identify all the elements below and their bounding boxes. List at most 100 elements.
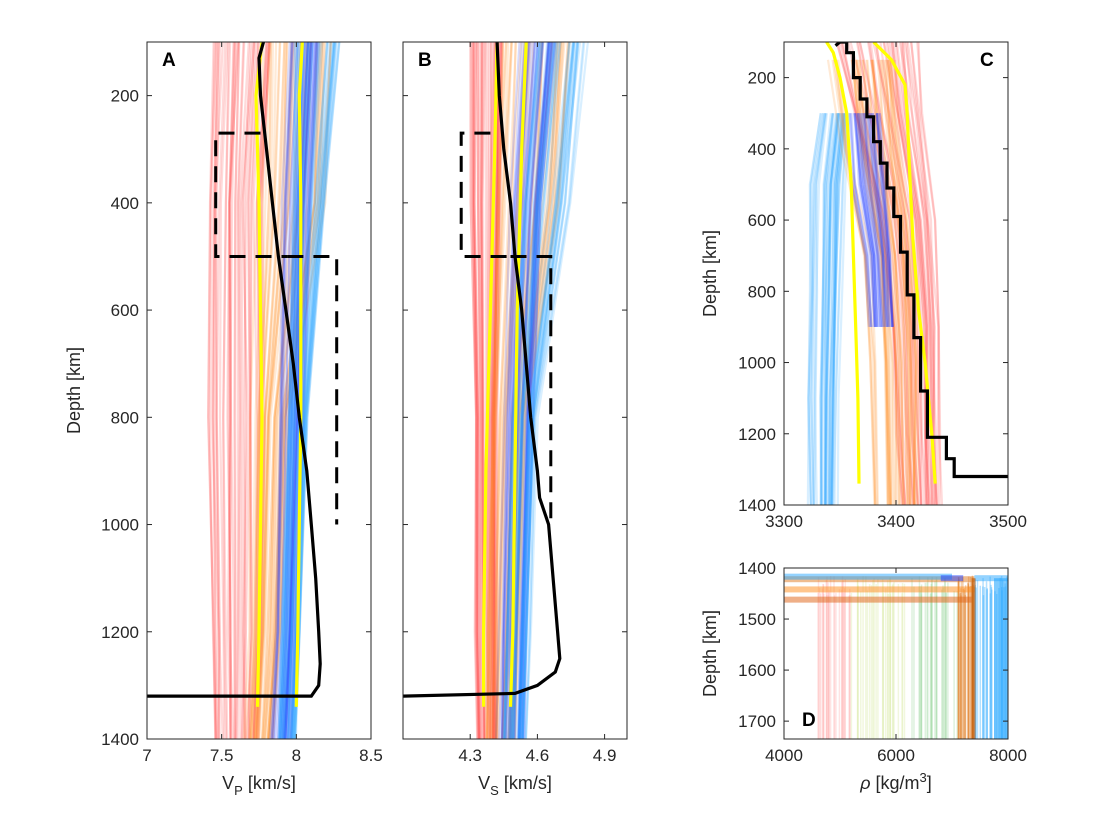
ensemble-line <box>847 42 910 505</box>
ensemble-line <box>473 42 481 739</box>
ensemble-line <box>270 42 294 739</box>
ensemble-line <box>266 42 319 739</box>
ensemble-line <box>290 42 332 739</box>
ensemble-line <box>880 59 911 505</box>
ensemble-line <box>284 42 312 739</box>
ensemble-line <box>853 113 876 327</box>
ensemble-line <box>279 42 300 739</box>
y-tick-label: 200 <box>111 87 139 106</box>
ensemble-line <box>823 113 841 505</box>
ensemble-line <box>514 42 570 739</box>
ensemble-line <box>495 42 530 739</box>
x-tick-label: 7 <box>142 746 151 765</box>
ensemble-line <box>827 113 845 505</box>
ensemble-line <box>257 42 295 739</box>
ensemble-line <box>277 42 297 739</box>
ensemble-line <box>881 59 910 505</box>
ensemble-line <box>820 113 835 505</box>
ensemble-line <box>485 42 508 739</box>
ensemble-line <box>240 42 254 739</box>
x-axis-label: ρ [kg/m3] <box>859 770 932 793</box>
ensemble-line <box>503 42 538 739</box>
ensemble-line <box>500 42 526 739</box>
ensemble-line <box>283 42 315 739</box>
ensemble-line <box>473 42 481 739</box>
ensemble-line <box>840 42 907 505</box>
y-axis-label: Depth [km] <box>700 230 720 317</box>
ensemble-line <box>822 113 840 505</box>
y-tick-label: 1400 <box>101 730 139 749</box>
ensemble-line <box>286 42 314 739</box>
ensemble-line <box>858 59 892 505</box>
ensemble-line <box>840 42 906 505</box>
yellow-bound-line <box>508 42 528 707</box>
ensemble-line <box>521 42 580 739</box>
ensemble-line <box>228 42 239 739</box>
ensemble-line <box>510 42 556 739</box>
ensemble-line <box>490 42 517 739</box>
ensemble-line <box>208 42 217 739</box>
ensemble-line <box>270 42 332 739</box>
ensemble-line <box>245 42 260 739</box>
ensemble-line <box>835 42 903 505</box>
ensemble-line <box>241 42 256 739</box>
y-tick-label: 400 <box>748 140 776 159</box>
ensemble-line <box>813 113 828 505</box>
ensemble-line <box>271 42 293 739</box>
ensemble-line <box>916 42 942 505</box>
ensemble-line <box>850 59 889 505</box>
ensemble-line <box>278 42 300 739</box>
ensemble-line <box>878 113 894 327</box>
ensemble-line <box>856 59 891 505</box>
ensemble-line <box>515 42 571 739</box>
ensemble-line <box>882 59 912 505</box>
ensemble-line <box>836 113 851 505</box>
ensemble-line <box>810 113 827 505</box>
ensemble-line <box>819 113 834 505</box>
ensemble-line <box>492 42 500 739</box>
ensemble-line <box>278 42 297 739</box>
ensemble-line <box>214 42 222 739</box>
ensemble-line <box>271 42 332 739</box>
ensemble-line <box>828 113 843 505</box>
ensemble-line <box>511 42 559 739</box>
ensemble-line <box>518 42 552 739</box>
reference-profile-line <box>147 42 322 698</box>
ensemble-line <box>512 42 542 739</box>
ensemble-line <box>891 42 929 505</box>
ensemble-line <box>226 42 235 739</box>
ensemble-line <box>500 42 528 739</box>
ensemble-line <box>261 42 303 739</box>
ensemble-line <box>831 113 848 505</box>
ensemble-line <box>884 59 912 505</box>
ensemble-line <box>510 42 565 739</box>
ensemble-line <box>858 42 916 505</box>
ensemble-line <box>493 42 503 739</box>
ensemble-series <box>806 113 851 505</box>
ensemble-line <box>513 42 545 739</box>
ensemble-line <box>518 42 551 739</box>
ensemble-line <box>887 42 927 505</box>
ensemble-line <box>249 42 272 739</box>
ensemble-line <box>520 42 580 739</box>
ensemble-line <box>493 42 503 739</box>
ensemble-line <box>270 42 293 739</box>
ensemble-line <box>849 113 873 327</box>
ensemble-line <box>264 42 313 739</box>
ensemble-line <box>281 42 309 739</box>
ensemble-line <box>858 113 881 327</box>
ensemble-line <box>867 113 888 327</box>
reference-profile-line <box>403 42 562 698</box>
ensemble-line <box>819 113 835 505</box>
ensemble-line <box>501 42 526 739</box>
ensemble-line <box>851 59 892 505</box>
ensemble-line <box>289 42 320 739</box>
ensemble-line <box>275 42 299 739</box>
ensemble-line <box>242 42 252 739</box>
ensemble-line <box>277 42 299 739</box>
ensemble-line <box>284 42 312 739</box>
ensemble-line <box>889 59 918 505</box>
ensemble-line <box>521 42 579 739</box>
ensemble-line <box>824 113 840 505</box>
